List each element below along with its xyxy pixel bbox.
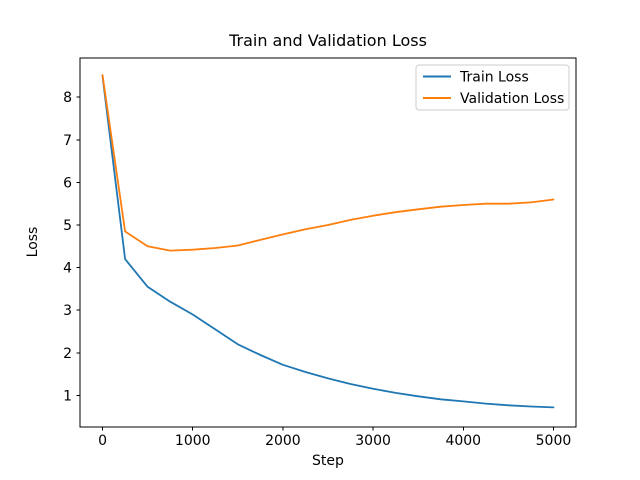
x-axis-ticks: 0 1000 2000 3000 4000 5000 [98,427,571,449]
legend: Train Loss Validation Loss [415,64,570,111]
x-tick-label: 5000 [536,433,572,449]
x-tick-label: 2000 [265,433,301,449]
plot-border [79,57,577,428]
x-tick-label: 0 [98,433,107,449]
train-loss-legend-label: Train Loss [459,70,529,86]
validation-loss-legend-label: Validation Loss [460,91,564,107]
chart-title: Train and Validation Loss [228,31,427,50]
x-tick-label: 4000 [445,433,481,449]
y-tick-label: 7 [63,133,72,149]
train-loss-line [101,75,555,409]
y-axis-ticks: 1 2 3 4 5 6 7 8 [63,90,80,404]
x-tick-label: 1000 [175,433,211,449]
x-tick-label: 3000 [355,433,391,449]
y-axis-label: Loss [25,227,41,258]
x-axis-label: Step [312,453,344,469]
legend-frame [415,64,570,111]
y-tick-label: 3 [63,303,72,319]
y-tick-label: 1 [63,388,72,404]
validation-loss-line [101,74,555,252]
y-tick-label: 6 [63,175,72,191]
y-tick-label: 4 [63,261,72,277]
series-lines [101,74,555,409]
y-tick-label: 5 [63,218,72,234]
y-tick-label: 2 [63,346,72,362]
y-tick-label: 8 [63,90,72,106]
